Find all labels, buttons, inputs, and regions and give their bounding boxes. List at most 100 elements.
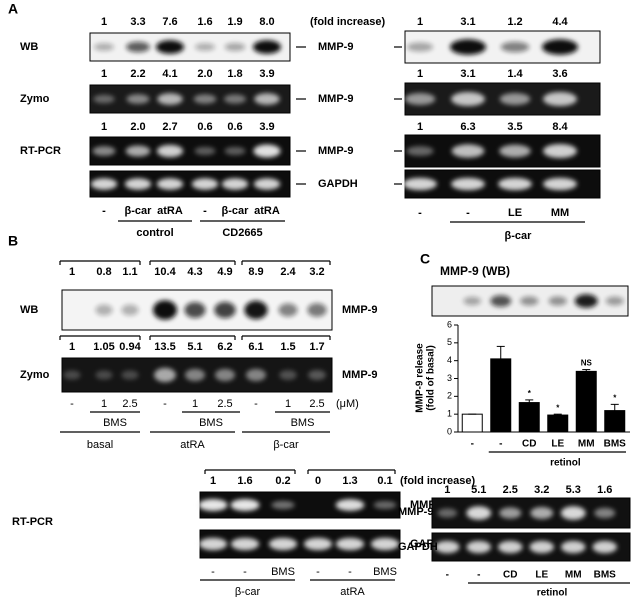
fold-value: 8.0 [259, 16, 274, 28]
blot-band [154, 367, 176, 383]
lane-label: - [163, 398, 167, 410]
fold-value: 1 [69, 266, 75, 278]
lane-label: - [446, 570, 449, 581]
blot-band [194, 43, 216, 51]
lane-label: - [243, 566, 247, 578]
blot-band [90, 178, 118, 190]
blot-band [406, 42, 434, 52]
blot-band [560, 506, 586, 520]
blot [404, 82, 601, 116]
fold-value: 1.5 [280, 341, 295, 353]
group-label: retinol [550, 458, 581, 469]
blot-band [153, 300, 177, 320]
lane-label: 2.5 [122, 398, 137, 410]
blot-band [93, 43, 115, 51]
blot-band [542, 39, 578, 55]
blot-band [63, 370, 81, 380]
fold-value: 3.2 [309, 266, 324, 278]
fold-value: 0.94 [119, 341, 141, 353]
blot-band [245, 368, 267, 382]
blot-band [244, 300, 268, 320]
lane-label: - [70, 398, 74, 410]
target-label: MMP-9 [318, 41, 353, 53]
fold-value: 3.2 [534, 484, 549, 496]
fold-value: 1 [69, 341, 75, 353]
fold-value: 1 [101, 16, 107, 28]
lane-label: atRA [254, 205, 280, 217]
lane-label: 1 [101, 398, 107, 410]
blot [89, 136, 291, 166]
fold-value: 2.2 [130, 68, 145, 80]
lane-label: LE [508, 207, 522, 219]
lane-label: - [418, 207, 422, 219]
blot-band [373, 500, 397, 510]
blot-band [221, 178, 249, 190]
target-label: GAPDH [318, 178, 358, 190]
drug-label: BMS [199, 417, 223, 429]
blot [431, 532, 631, 562]
x-tick-label: BMS [604, 439, 627, 450]
fold-value: 4.4 [552, 16, 568, 28]
blot [61, 357, 333, 393]
blot-band [214, 301, 236, 319]
lane-label: - [102, 205, 106, 217]
blot-band [198, 537, 228, 551]
blot-title: MMP-9 (WB) [440, 264, 510, 278]
lane-label: - [254, 398, 258, 410]
target-label: MMP-9 [342, 304, 377, 316]
blot-band [303, 537, 333, 551]
lane-label: BMS [271, 566, 295, 578]
blot-band [121, 370, 139, 380]
unit-label: (μM) [336, 398, 359, 410]
blot [89, 170, 291, 198]
y-axis-label: (fold of basal) [426, 345, 437, 411]
fold-value: 1 [417, 16, 423, 28]
blot-band [95, 370, 113, 380]
blot [198, 491, 401, 519]
fold-value: 1 [417, 121, 423, 133]
y-tick-label: 3 [447, 373, 452, 383]
fold-label: (fold increase) [400, 475, 476, 487]
blot-band [594, 507, 616, 519]
lane-label: MM [551, 207, 569, 219]
x-tick-label: LE [551, 439, 564, 450]
group-label: atRA [180, 439, 205, 451]
blot-band [548, 296, 567, 306]
blot-band [184, 368, 206, 382]
fold-value: 3.5 [507, 121, 522, 133]
fold-value: 6.2 [217, 341, 232, 353]
fold-value: 3.9 [259, 121, 274, 133]
fold-value: 2.0 [130, 121, 145, 133]
blot-band [499, 93, 531, 105]
fold-value: 0.1 [377, 475, 392, 487]
fold-value: 3.3 [130, 16, 145, 28]
target-label: GAPDH [398, 541, 438, 553]
group-label: CD2665 [222, 227, 262, 239]
lane-label: - [477, 570, 480, 581]
fold-value: 1 [417, 68, 423, 80]
blot-band [499, 144, 531, 158]
bar [461, 413, 483, 433]
blot-band [499, 507, 522, 519]
x-tick-label: - [471, 439, 474, 450]
group-label: β-car [505, 230, 533, 242]
fold-value: 1 [444, 484, 450, 496]
blot-band [335, 537, 365, 551]
method-label: RT-PCR [20, 145, 61, 157]
fold-value: 1.6 [197, 16, 212, 28]
fold-value: 1.9 [227, 16, 242, 28]
blot-band [194, 146, 216, 156]
fold-value: 0.2 [275, 475, 290, 487]
blot-band [530, 507, 554, 519]
bar [575, 370, 597, 433]
blot-band [223, 94, 247, 104]
lane-label: 1 [192, 398, 198, 410]
fold-value: 1.1 [122, 266, 137, 278]
blot-band [437, 508, 458, 518]
blot-band [435, 540, 460, 554]
fold-value: 0.8 [96, 266, 111, 278]
blot-band [451, 144, 485, 158]
blot-band [254, 93, 280, 105]
fold-value: 2.4 [280, 266, 296, 278]
fold-value: 3.1 [460, 16, 475, 28]
